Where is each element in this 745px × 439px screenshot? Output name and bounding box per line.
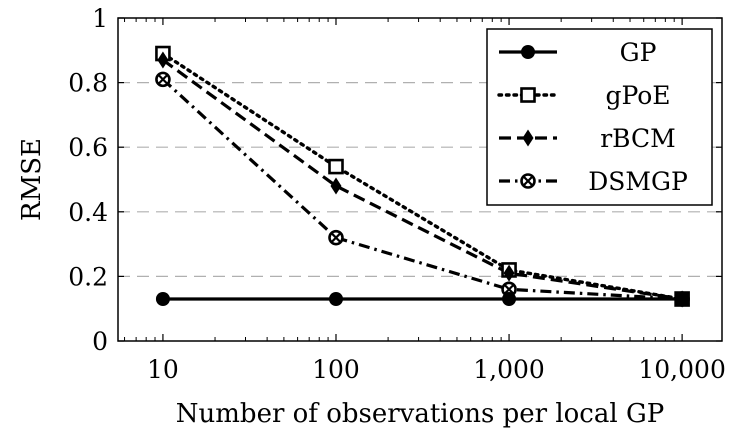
legend-marker-gp [521, 45, 535, 59]
x-tick-label: 10,000 [638, 355, 725, 384]
legend-entry-dsmgp: DSMGP [499, 167, 688, 196]
x-axis-label: Number of observations per local GP [176, 399, 664, 429]
legend-marker-gpoe [520, 87, 536, 103]
x-tick-label: 1,000 [473, 355, 545, 384]
legend-entry-rbcm: rBCM [499, 124, 676, 153]
legend-marker-dsmgp [520, 173, 536, 189]
series-layer [155, 45, 690, 308]
x-tick-label: 10 [147, 355, 179, 384]
data-point-rbcm [330, 177, 342, 195]
y-tick-label: 0.2 [68, 262, 108, 291]
y-axis-label: RMSE [17, 138, 47, 221]
data-point-gp [328, 292, 343, 307]
y-tick-label: 0.4 [68, 198, 108, 227]
series-line-dsmgp [161, 78, 683, 301]
y-tick-label: 0.6 [68, 133, 108, 162]
legend-label-gp: GP [620, 38, 657, 67]
data-point-dsmgp [155, 71, 171, 88]
y-tick-label: 0 [92, 327, 108, 356]
legend-entry-gpoe: gPoE [497, 81, 671, 110]
data-point-gpoe [328, 158, 344, 175]
legend-label-dsmgp: DSMGP [588, 167, 688, 196]
y-tick-label: 0.8 [68, 69, 108, 98]
data-point-rbcm [157, 51, 169, 69]
data-point-gp [155, 292, 170, 307]
x-tick-label: 100 [312, 355, 360, 384]
data-point-rbcm [503, 264, 515, 282]
legend-label-rbcm: rBCM [600, 124, 676, 153]
series-line-rbcm [161, 58, 683, 301]
legend: GP gPoE rBCM DSMGP [486, 28, 713, 206]
legend-entry-gp: GP [499, 38, 656, 67]
axis-ticks: 0 0.2 0.4 0.6 0.8 1 10 100 1,000 10,000 [68, 4, 726, 384]
legend-marker-rbcm [522, 129, 534, 147]
legend-label-gpoe: gPoE [605, 81, 670, 110]
y-tick-label: 1 [92, 4, 108, 33]
data-point-gp [675, 292, 690, 307]
data-point-gp [502, 292, 517, 307]
plot-frame [117, 17, 723, 342]
data-point-dsmgp [328, 229, 344, 246]
